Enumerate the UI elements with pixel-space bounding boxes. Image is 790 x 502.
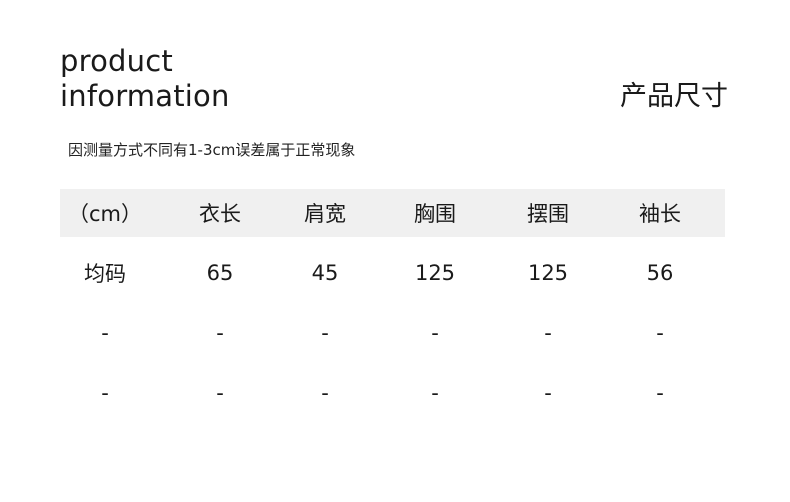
table-header-row: （cm） 衣长 肩宽 胸围 摆围 袖长: [60, 189, 725, 237]
table-cell: -: [216, 381, 224, 405]
table-cell: -: [544, 381, 552, 405]
table-row: - - - - - -: [60, 357, 725, 417]
header-cell: 摆围: [527, 202, 569, 226]
header-cell: 胸围: [414, 202, 456, 226]
table-cell: 45: [311, 261, 339, 285]
header-cell: （cm）: [67, 202, 142, 226]
table-cell: -: [656, 381, 664, 405]
header-cell: 肩宽: [304, 202, 346, 226]
title-english-line2: information: [60, 79, 230, 113]
table-cell: -: [431, 381, 439, 405]
title-english: product information: [60, 44, 230, 114]
table-cell: -: [544, 321, 552, 345]
table-cell: -: [216, 321, 224, 345]
table-cell: -: [656, 321, 664, 345]
table-cell: -: [101, 321, 109, 345]
title-english-line1: product: [60, 44, 173, 78]
table-row: - - - - - -: [60, 297, 725, 357]
title-chinese: 产品尺寸: [620, 81, 728, 112]
table-cell: 125: [414, 261, 456, 285]
table-cell: 均码: [84, 262, 126, 286]
header-cell: 袖长: [639, 202, 681, 226]
table-cell: 125: [527, 261, 569, 285]
header-cell: 衣长: [199, 202, 241, 226]
table-cell: -: [321, 321, 329, 345]
table-cell: 65: [206, 261, 234, 285]
size-table: （cm） 衣长 肩宽 胸围 摆围 袖长 均码 65 45 125 125 56 …: [60, 189, 725, 417]
table-cell: 56: [646, 261, 674, 285]
measurement-note: 因测量方式不同有1-3cm误差属于正常现象: [68, 141, 356, 159]
table-cell: -: [101, 381, 109, 405]
table-row: 均码 65 45 125 125 56: [60, 237, 725, 297]
table-cell: -: [321, 381, 329, 405]
table-cell: -: [431, 321, 439, 345]
